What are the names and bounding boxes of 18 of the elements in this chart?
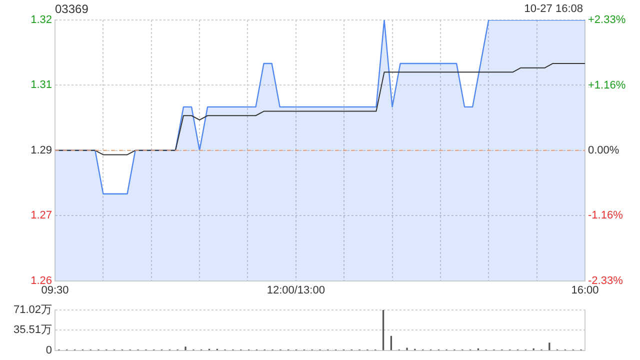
y2-tick-label: +2.33% [588,14,626,26]
x-tick-label: 12:00/13:00 [266,284,325,296]
x-tick-label: 16:00 [571,284,599,296]
y2-tick-label: +1.16% [588,80,626,92]
y-tick-label: 1.31 [30,79,52,92]
x-tick-label: 09:30 [41,284,69,296]
y2-tick-label: -2.33% [588,274,624,287]
text: 10-27 16:08 [524,3,583,15]
y-tick-label: 71.02万 [13,304,52,316]
y-tick-label: 0 [46,344,52,356]
y-tick-label: 1.29 [30,144,52,156]
chart-title: 03369 [55,2,88,16]
y-tick-label: 1.26 [30,274,52,287]
y2-tick-label: -1.16% [588,209,624,222]
y2-tick-label: 0.00% [588,144,620,156]
y-tick-label: 1.27 [30,210,52,222]
y-tick-label: 1.32 [30,14,52,26]
y-tick-label: 35.51万 [13,324,52,336]
